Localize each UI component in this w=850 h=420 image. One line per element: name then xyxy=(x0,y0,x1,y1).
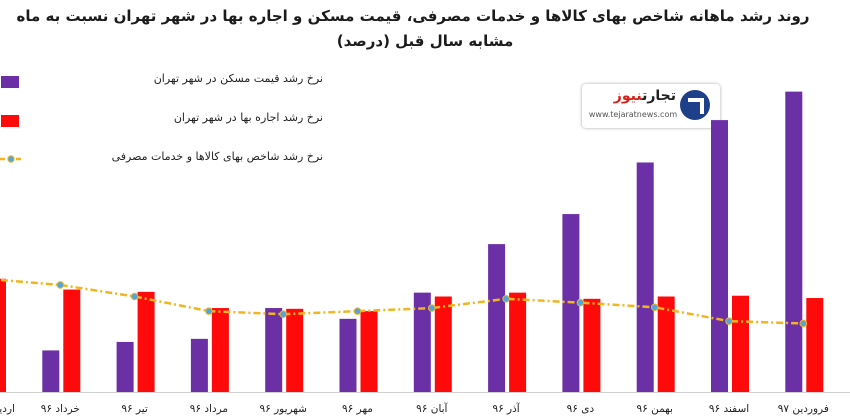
point-cpi-1 xyxy=(56,281,65,289)
bar-rent-2 xyxy=(137,291,155,392)
point-cpi-5 xyxy=(353,307,362,315)
point-cpi-6 xyxy=(428,304,436,312)
bar-housing-11 xyxy=(785,91,803,393)
legend-label-cpi: نرخ رشد شاخص بهای کالاها و خدمات مصرفی xyxy=(111,150,323,163)
bar-rent-7 xyxy=(509,292,527,392)
chart-title-line-1: روند رشد ماهانه شاخص بهای کالاها و خدمات… xyxy=(16,7,810,25)
x-tick-label-0: اردیبهشت ۹۶ xyxy=(0,403,15,415)
logo-wordmark: تجارتنیوز xyxy=(588,88,676,104)
legend-label-rent: نرخ رشد اجاره بها در شهر تهران xyxy=(173,111,323,124)
bar-housing-6 xyxy=(413,292,431,392)
bar-rent-6 xyxy=(434,296,452,392)
point-cpi-9 xyxy=(650,303,659,312)
logo-arrow-icon xyxy=(680,90,710,120)
bar-rent-3 xyxy=(211,308,229,392)
x-tick-label-6: آبان ۹۶ xyxy=(416,402,448,415)
x-tick-label-1: خرداد ۹۶ xyxy=(41,403,80,415)
bar-rent-11 xyxy=(806,298,824,392)
bar-housing-3 xyxy=(190,338,208,392)
x-tick-label-2: تیر ۹۶ xyxy=(121,403,148,415)
bar-rent-0 xyxy=(0,278,6,392)
bar-rent-5 xyxy=(360,311,378,392)
bar-rent-9 xyxy=(657,296,675,392)
bar-rent-10 xyxy=(732,295,749,392)
logo-name-part1: تجارت xyxy=(642,88,676,104)
bar-housing-4 xyxy=(265,308,283,392)
point-cpi-11 xyxy=(799,319,808,328)
bar-housing-7 xyxy=(488,244,506,392)
x-tick-label-9: بهمن ۹۶ xyxy=(636,403,672,415)
bar-rent-1 xyxy=(63,289,81,392)
legend-item-rent: نرخ رشد اجاره بها در شهر تهران xyxy=(0,109,330,129)
chart-title: روند رشد ماهانه شاخص بهای کالاها و خدمات… xyxy=(0,4,850,54)
logo-url: www.tejaratnews.com xyxy=(588,110,678,119)
logo-name-part2: نیوز xyxy=(613,88,643,104)
bar-rent-8 xyxy=(583,298,601,392)
legend-item-housing: نرخ رشد قیمت مسکن در شهر تهران xyxy=(0,70,330,90)
point-cpi-4 xyxy=(279,310,288,319)
chart-title-line-2: مشابه سال قبل (درصد) xyxy=(336,32,514,50)
bar-housing-9 xyxy=(636,162,654,392)
x-tick-label-4: شهریور ۹۶ xyxy=(259,403,306,415)
bar-housing-2 xyxy=(116,341,134,392)
bar-housing-1 xyxy=(42,350,60,392)
point-cpi-7 xyxy=(502,295,510,303)
x-tick-label-11: فروردین ۹۷ xyxy=(778,403,829,415)
bar-housing-10 xyxy=(711,120,728,392)
legend-swatch-rent xyxy=(1,115,19,127)
x-tick-label-10: اسفند ۹۶ xyxy=(709,403,749,415)
point-cpi-10 xyxy=(725,317,733,325)
legend-line-cpi-icon xyxy=(0,155,22,163)
bar-housing-5 xyxy=(339,318,357,392)
point-cpi-8 xyxy=(576,298,585,307)
legend-label-housing: نرخ رشد قیمت مسکن در شهر تهران xyxy=(153,72,323,85)
x-tick-label-8: دی ۹۶ xyxy=(567,403,595,415)
x-tick-label-7: آذر ۹۶ xyxy=(492,402,520,415)
tejaratnews-logo: تجارتنیوز www.tejaratnews.com xyxy=(582,84,720,128)
legend-swatch-housing xyxy=(1,76,19,88)
legend-item-cpi: نرخ رشد شاخص بهای کالاها و خدمات مصرفی xyxy=(0,148,330,168)
line-cpi xyxy=(0,278,804,325)
bar-rent-4 xyxy=(286,308,304,392)
x-tick-label-5: مهر ۹۶ xyxy=(342,403,373,415)
point-cpi-3 xyxy=(205,307,213,315)
point-cpi-2 xyxy=(130,292,139,301)
x-tick-label-3: مرداد ۹۶ xyxy=(190,403,228,415)
